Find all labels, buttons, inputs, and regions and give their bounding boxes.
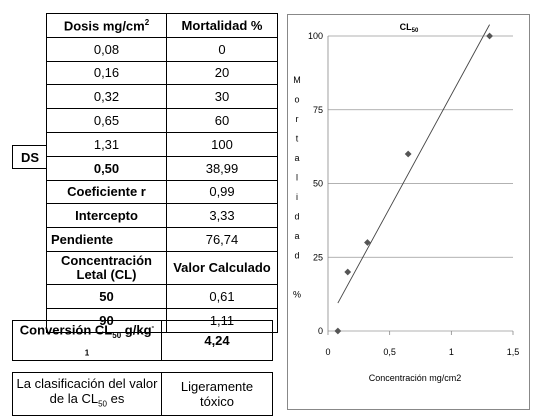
y-tick-label: 50 — [313, 179, 323, 189]
lc50-chart: 0 25 50 75 100 0 0,5 1 1,5 CL50 Concentración mg… — [287, 14, 530, 410]
classification-table: La clasificación del valor de la CL50 es… — [12, 372, 273, 416]
ds-dose-cell: 0,50 — [46, 155, 167, 181]
y-axis-label: Mortalidad% — [293, 75, 301, 300]
conversion-label: Conversión CL50 g/kg- 1 — [12, 320, 162, 361]
y-axis-label-letter: a — [294, 153, 299, 163]
data-point — [364, 239, 371, 246]
mortality-cell: 30 — [166, 84, 278, 110]
cl-row: 50 0,61 — [46, 283, 278, 309]
classification-label: La clasificación del valor de la CL50 es — [12, 372, 162, 416]
trendline-layer — [337, 24, 490, 304]
stat-label: Intercepto — [46, 203, 167, 229]
stat-value: 0,99 — [166, 179, 278, 205]
cl-header-value: Valor Calculado — [166, 250, 278, 285]
mortality-cell: 0 — [166, 36, 278, 62]
mortality-cell: 100 — [166, 131, 278, 157]
ds-mortality-cell: 38,99 — [166, 155, 278, 181]
y-axis-label-letter: l — [296, 173, 298, 183]
stat-label: Coeficiente r — [46, 179, 167, 205]
table-row: 0,65 60 — [46, 108, 278, 133]
table-row: 0,16 20 — [46, 60, 278, 86]
y-axis-label-letter: % — [293, 290, 301, 300]
grid-layer — [328, 35, 513, 332]
conversion-row: Conversión CL50 g/kg- 1 4,24 — [12, 320, 273, 361]
axis-layer: 0 25 50 75 100 0 0,5 1 1,5 — [308, 31, 519, 357]
x-tick-label: 0 — [325, 347, 330, 357]
stat-row: Intercepto 3,33 — [46, 203, 278, 229]
y-axis-label-letter: d — [294, 212, 299, 222]
stat-row: Coeficiente r 0,99 — [46, 179, 278, 205]
y-axis-label-letter: i — [296, 192, 298, 202]
stat-label: Pendiente — [46, 227, 167, 252]
y-axis-label-letter: a — [294, 231, 299, 241]
x-tick-label: 1 — [449, 347, 454, 357]
table-row: 1,31 100 — [46, 131, 278, 157]
classification-value: Ligeramente tóxico — [161, 372, 273, 416]
chart-svg: 0 25 50 75 100 0 0,5 1 1,5 CL50 Concentración mg… — [293, 22, 519, 383]
data-point — [486, 32, 493, 40]
dose-header: Dosis mg/cm2 — [46, 13, 167, 38]
dose-cell: 0,65 — [46, 108, 167, 133]
mortality-header: Mortalidad % — [166, 13, 278, 38]
y-axis-label-letter: d — [294, 251, 299, 261]
mortality-cell: 20 — [166, 60, 278, 86]
stat-value: 3,33 — [166, 203, 278, 229]
y-axis-label-letter: o — [294, 95, 299, 105]
data-point — [344, 268, 352, 276]
stat-value: 76,74 — [166, 227, 278, 252]
data-point — [404, 150, 412, 158]
y-axis-label-letter: r — [296, 114, 299, 124]
y-tick-label: 75 — [313, 105, 323, 115]
conversion-value: 4,24 — [161, 320, 273, 361]
dose-cell: 0,08 — [46, 36, 167, 62]
dose-cell: 0,16 — [46, 60, 167, 86]
dose-mortality-table: Dosis mg/cm2 Mortalidad % 0,08 0 0,16 20… — [46, 13, 278, 333]
dose-cell: 0,32 — [46, 84, 167, 110]
table-header-row: Dosis mg/cm2 Mortalidad % — [46, 13, 278, 38]
trendline — [337, 24, 490, 304]
cl-value: 0,61 — [166, 283, 278, 309]
dose-cell: 1,31 — [46, 131, 167, 157]
cl-header-row: Concentración Letal (CL) Valor Calculado — [46, 250, 278, 285]
conversion-table: Conversión CL50 g/kg- 1 4,24 — [12, 320, 273, 361]
ds-row: 0,50 38,99 — [46, 155, 278, 181]
x-axis-label: Concentración mg/cm2 — [369, 373, 462, 383]
classification-row: La clasificación del valor de la CL50 es… — [12, 372, 273, 416]
stat-row: Pendiente 76,74 — [46, 227, 278, 252]
data-point — [334, 327, 342, 335]
x-tick-label: 0,5 — [383, 347, 396, 357]
cl-label: 50 — [46, 283, 167, 309]
chart-title: CL50 — [400, 22, 419, 34]
y-tick-label: 0 — [318, 326, 323, 336]
table-row: 0,32 30 — [46, 84, 278, 110]
ds-label: DS — [12, 145, 47, 169]
table-row: 0,08 0 — [46, 36, 278, 62]
y-tick-label: 100 — [308, 31, 323, 41]
y-tick-label: 25 — [313, 252, 323, 262]
y-axis-label-letter: M — [293, 75, 301, 85]
cl-header-label: Concentración Letal (CL) — [46, 250, 167, 285]
y-axis-label-letter: t — [296, 134, 299, 144]
mortality-cell: 60 — [166, 108, 278, 133]
x-tick-label: 1,5 — [507, 347, 520, 357]
